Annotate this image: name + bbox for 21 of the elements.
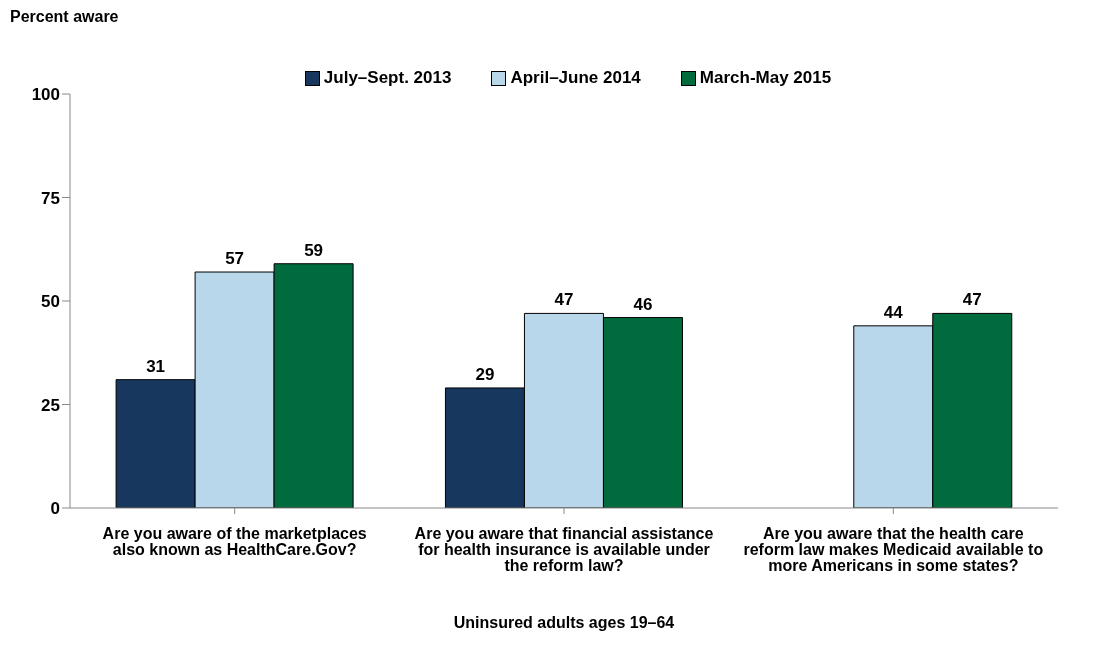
data-label: 47 xyxy=(962,290,982,310)
x-tick-label: Are you aware that the health care reform law makes Medicaid available to more Americans in some states? xyxy=(743,525,1044,575)
legend-label: March-May 2015 xyxy=(698,68,832,88)
y-tick-label: 100 xyxy=(31,85,60,105)
data-label: 29 xyxy=(475,364,495,384)
y-tick-label: 0 xyxy=(50,499,60,519)
y-axis-title: Percent aware xyxy=(10,8,119,26)
legend-label: July–Sept. 2013 xyxy=(322,68,452,88)
data-label: 57 xyxy=(225,249,245,269)
data-label: 47 xyxy=(554,290,574,310)
x-tick-label: Are you aware that financial assistance for health insurance is available under the reform law? xyxy=(414,525,714,575)
data-label: 31 xyxy=(146,356,166,376)
data-label: 46 xyxy=(633,294,653,314)
data-label: 44 xyxy=(883,302,904,322)
x-tick-label: Are you aware of the marketplaces also known as HealthCare.Gov? xyxy=(102,525,367,559)
y-tick-label: 25 xyxy=(41,395,60,415)
y-tick-label: 50 xyxy=(41,292,60,312)
y-tick-label: 75 xyxy=(41,188,60,208)
x-axis-title: Uninsured adults ages 19–64 xyxy=(453,614,675,631)
legend-label: April–June 2014 xyxy=(509,68,641,88)
data-label: 59 xyxy=(304,240,324,260)
